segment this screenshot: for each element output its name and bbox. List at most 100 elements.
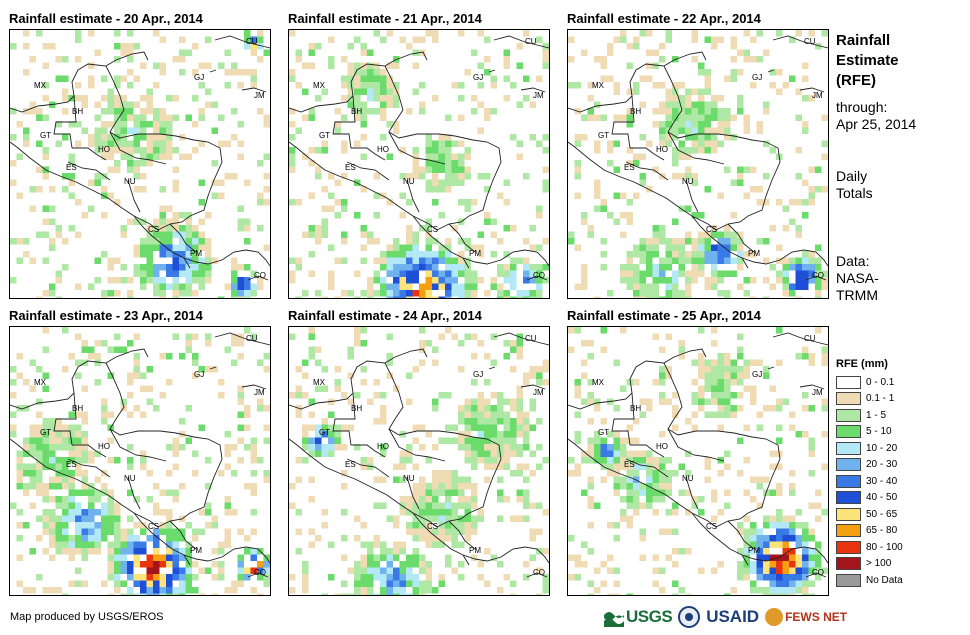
boundary-line — [611, 392, 635, 446]
boundary-line — [488, 366, 496, 370]
boundary-line — [127, 179, 141, 213]
fews-logo-text: FEWS NET — [785, 610, 848, 624]
country-label: PM — [748, 546, 760, 555]
country-label: GT — [40, 131, 51, 140]
boundary-line — [247, 572, 269, 578]
legend-item: 10 - 20 — [836, 440, 956, 457]
panel-title: Rainfall estimate - 22 Apr., 2014 — [567, 11, 761, 26]
data-source-text: Data: NASA- TRMM — [836, 253, 879, 304]
boundary-line — [412, 512, 549, 564]
through-label: through: — [836, 99, 888, 115]
boundary-line — [493, 332, 549, 346]
country-label: CO — [812, 568, 824, 577]
boundary-line — [209, 366, 217, 370]
country-label: GJ — [473, 370, 483, 379]
legend-item: 65 - 80 — [836, 523, 956, 540]
boundary-line — [799, 384, 825, 390]
boundary-line — [767, 69, 775, 73]
boundary-line — [241, 384, 267, 390]
country-label: CS — [427, 225, 438, 234]
boundary-line — [289, 63, 502, 231]
logos: USGS USAID FEWS NET — [604, 604, 847, 630]
country-label: ES — [624, 460, 635, 469]
boundary-line — [727, 520, 755, 550]
legend-swatch — [836, 441, 861, 455]
country-label: NU — [403, 474, 415, 483]
map-svg: MX BH GT HO ES NU CS PM CU JM CO GJ — [10, 30, 270, 298]
boundary-line — [351, 147, 386, 161]
rainfall-map: MX BH GT HO ES NU CS PM CU JM CO GJ — [9, 29, 271, 299]
usgs-wave-icon — [604, 612, 624, 627]
country-label: NU — [124, 474, 136, 483]
country-label: BH — [630, 404, 641, 413]
legend-label: 30 - 40 — [866, 475, 898, 487]
boundary-line — [406, 179, 420, 213]
legend-swatch — [836, 425, 861, 439]
legend-label: 50 - 65 — [866, 508, 898, 520]
boundary-line — [685, 476, 699, 510]
boundary-line — [183, 554, 191, 566]
rainfall-map: MX BH GT HO ES NU CS PM CU JM CO GJ — [288, 326, 550, 596]
boundary-line — [772, 35, 828, 49]
boundary-line — [214, 332, 270, 346]
boundary-line — [520, 87, 546, 93]
boundary-line — [289, 360, 502, 528]
country-label: HO — [377, 442, 389, 451]
boundary-line — [67, 161, 111, 181]
country-label: CO — [533, 568, 545, 577]
boundary-line — [741, 257, 749, 269]
boundary-line — [332, 95, 356, 149]
data-line2: NASA- — [836, 270, 879, 286]
daily-totals-text: Daily Totals — [836, 168, 873, 202]
legend-swatch — [836, 540, 861, 554]
boundary-line — [493, 35, 549, 49]
country-label: CS — [427, 522, 438, 531]
legend-swatch — [836, 392, 861, 406]
country-label: BH — [72, 404, 83, 413]
legend-item: No Data — [836, 572, 956, 589]
country-label: JM — [812, 388, 823, 397]
country-label: MX — [34, 378, 47, 387]
rainfall-map: MX BH GT HO ES NU CS PM CU JM CO GJ — [288, 29, 550, 299]
boundary-line — [183, 257, 191, 269]
country-label: GJ — [752, 370, 762, 379]
boundary-line — [663, 348, 707, 364]
boundary-line — [691, 215, 828, 267]
legend-rows: 0 - 0.1 0.1 - 1 1 - 5 5 - 10 10 - 20 20 - 30 3… — [836, 374, 956, 589]
legend-swatch — [836, 491, 861, 505]
country-label: HO — [377, 145, 389, 154]
panel-title: Rainfall estimate - 25 Apr., 2014 — [567, 308, 761, 323]
fews-globe-icon — [765, 608, 784, 626]
country-label: BH — [630, 107, 641, 116]
country-label: CU — [804, 334, 816, 343]
legend-label: > 100 — [866, 558, 892, 570]
boundary-line — [351, 444, 386, 458]
map-svg: MX BH GT HO ES NU CS PM CU JM CO GJ — [289, 30, 549, 298]
legend-label: 40 - 50 — [866, 492, 898, 504]
country-label: PM — [469, 249, 481, 258]
daily-line1: Daily — [836, 168, 868, 184]
rainfall-map: MX BH GT HO ES NU CS PM CU JM CO GJ — [9, 326, 271, 596]
panel-title: Rainfall estimate - 20 Apr., 2014 — [9, 11, 203, 26]
boundary-line — [630, 444, 665, 458]
legend-swatch — [836, 458, 861, 472]
country-label: ES — [66, 460, 77, 469]
country-label: CU — [804, 37, 816, 46]
country-label: ES — [345, 163, 356, 172]
legend-label: 0 - 0.1 — [866, 376, 895, 388]
country-label: CS — [706, 522, 717, 531]
boundary-line — [625, 161, 669, 181]
fews-net-logo: FEWS NET — [765, 608, 847, 626]
boundary-line — [346, 458, 390, 478]
country-label: GJ — [473, 73, 483, 82]
usgs-logo-text: USGS — [626, 607, 673, 626]
boundary-line — [462, 257, 470, 269]
country-label: GJ — [194, 73, 204, 82]
boundary-line — [767, 366, 775, 370]
country-label: MX — [592, 378, 605, 387]
boundary-line — [384, 348, 428, 364]
boundary-line — [127, 476, 141, 510]
country-label: CU — [246, 334, 258, 343]
boundary-line — [53, 95, 77, 149]
boundary-line — [568, 360, 781, 528]
